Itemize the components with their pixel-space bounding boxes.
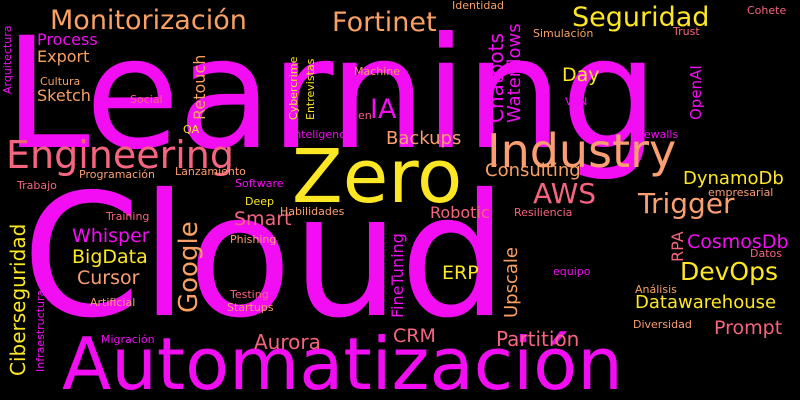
word-phishing: Phishing xyxy=(230,233,277,246)
word-migracion: Migración xyxy=(101,333,155,346)
word-qa: QA xyxy=(183,123,200,136)
word-machine: Machine xyxy=(354,65,401,78)
word-day: Day xyxy=(562,64,600,86)
word-entrevistas: Entrevistas xyxy=(304,58,317,120)
word-google: Google xyxy=(174,221,204,313)
word-aws: AWS xyxy=(533,177,597,210)
word-trabajo: Trabajo xyxy=(17,179,57,192)
word-rpa: RPA xyxy=(668,231,687,262)
word-sketch: Sketch xyxy=(37,86,91,105)
word-aurora: Aurora xyxy=(254,330,321,354)
word-erp: ERP xyxy=(442,262,479,284)
word-empresarial: empresarial xyxy=(708,186,774,199)
word-equipo: equipo xyxy=(553,265,591,278)
word-cybercrime: Cybercrime xyxy=(287,56,300,120)
word-retouch: Retouch xyxy=(190,54,209,120)
word-smart: Smart xyxy=(234,208,292,230)
word-social: Social xyxy=(130,93,163,106)
word-prompt: Prompt xyxy=(714,317,783,339)
word-cultura: Cultura xyxy=(40,75,81,88)
word-testing: Testing xyxy=(230,288,269,301)
word-lanzamiento: Lanzamiento xyxy=(175,165,246,178)
word-trust: Trust xyxy=(673,25,700,38)
word-programacion: Programación xyxy=(79,168,155,181)
word-finetuning: FineTuning xyxy=(388,233,407,318)
word-resiliencia: Resiliencia xyxy=(514,206,573,219)
word-deep: Deep xyxy=(245,195,274,208)
word-waterflows: Waterflows xyxy=(504,23,525,123)
word-ia: IA xyxy=(370,94,397,125)
word-learning: Learning xyxy=(4,5,659,184)
word-diversidad: Diversidad xyxy=(633,318,692,331)
word-training: Training xyxy=(106,210,150,223)
word-fortinet: Fortinet xyxy=(332,7,437,38)
word-engineering: Engineering xyxy=(6,133,234,177)
word-trigger: Trigger xyxy=(638,187,735,220)
word-cohete: Cohete xyxy=(747,4,787,17)
word-crm: CRM xyxy=(393,325,436,347)
word-infraestructura: Infraestructura xyxy=(34,289,47,372)
word-dynamodb: DynamoDb xyxy=(683,168,784,189)
word-en: en xyxy=(358,109,372,122)
word-monitorizacion: Monitorización xyxy=(50,5,247,36)
word-industry: Industry xyxy=(487,124,677,178)
word-backups: Backups xyxy=(386,128,462,149)
word-datawarehouse: Datawarehouse xyxy=(635,292,777,313)
word-bigdata: BigData xyxy=(72,246,148,268)
word-chatbots: Chatbots xyxy=(484,33,508,123)
word-cloud: Cloud xyxy=(22,158,508,356)
word-datos: Datos xyxy=(750,247,782,260)
word-process: Process xyxy=(37,30,98,49)
word-software: Software xyxy=(235,177,284,190)
word-startups: Startups xyxy=(227,301,274,314)
word-firewalls: Firewalls xyxy=(631,128,679,141)
word-consulting: Consulting xyxy=(485,160,581,181)
word-identidad: Identidad xyxy=(452,0,505,12)
word-devops: DevOps xyxy=(680,257,778,286)
word-export: Export xyxy=(37,47,90,66)
word-simulacion: Simulación xyxy=(533,27,594,40)
word-automatizacion: Automatización xyxy=(62,322,623,400)
word-analisis: Análisis xyxy=(635,283,677,296)
word-upscale: Upscale xyxy=(501,247,522,318)
word-ciberseguridad: Ciberseguridad xyxy=(6,223,30,376)
word-robotic: Robotic xyxy=(430,203,490,222)
word-openai: OpenAI xyxy=(687,65,705,120)
word-artificial: Artificial xyxy=(90,296,136,309)
word-seguridad: Seguridad xyxy=(572,2,710,33)
word-partition: Partition xyxy=(496,327,580,351)
word-inteligencia: Inteligencia xyxy=(291,128,355,141)
word-zero: Zero xyxy=(292,134,463,220)
word-vpn: VPN xyxy=(565,95,588,108)
word-cosmosdb: CosmosDb xyxy=(687,231,789,253)
word-habilidades: Habilidades xyxy=(280,205,345,218)
word-arquitectura: Arquitectura xyxy=(1,25,14,94)
word-cursor: Cursor xyxy=(77,267,140,289)
word-whisper: Whisper xyxy=(72,225,150,247)
